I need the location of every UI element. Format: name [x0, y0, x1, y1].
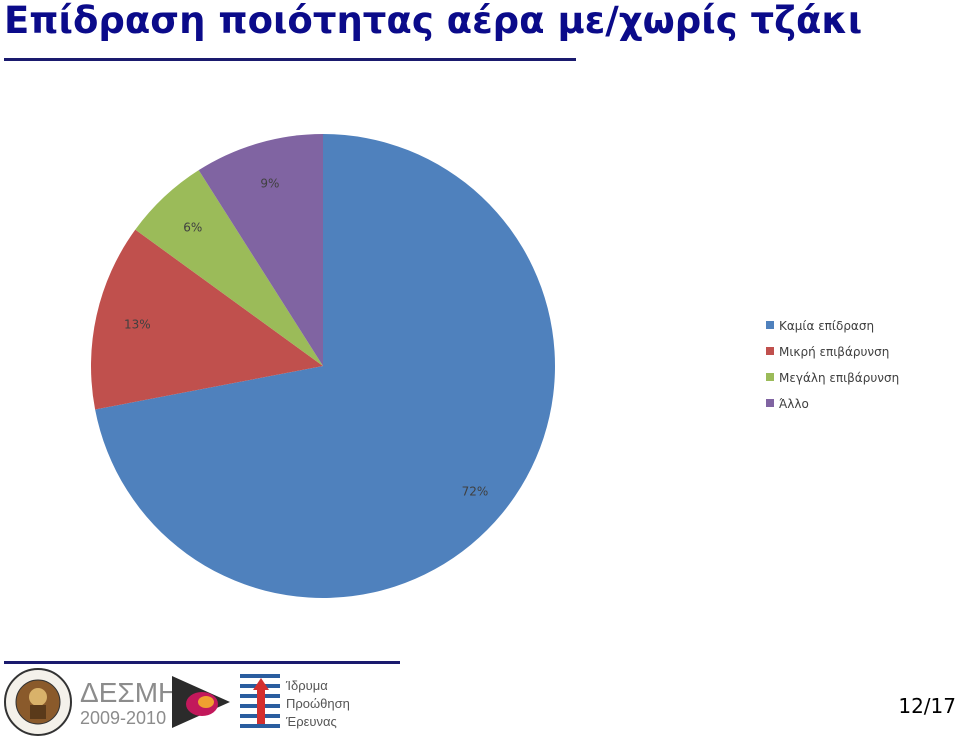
footer-rule [4, 661, 400, 664]
pie-data-label-1: 13% [124, 318, 151, 332]
page-number: 12/17 [898, 694, 956, 718]
legend-label-0: Καμία επίδραση [779, 319, 874, 333]
pie-data-label-2: 6% [183, 220, 202, 234]
legend-swatch-3 [766, 399, 774, 407]
svg-text:Ίδρυμα: Ίδρυμα [285, 678, 328, 693]
research-foundation-logo: Ίδρυμα Προώθησης Έρευνας [240, 674, 350, 729]
pie-slice-3 [198, 134, 323, 366]
svg-text:ΔΕΣΜΗ: ΔΕΣΜΗ [80, 677, 178, 708]
pie-slice-1 [91, 229, 324, 410]
legend-swatch-0 [766, 321, 774, 329]
svg-text:2009-2010: 2009-2010 [80, 708, 166, 728]
legend-label-1: Μικρή επιβάρυνση [779, 345, 889, 359]
pie-slices [91, 134, 555, 598]
desmi-logo: ΔΕΣΜΗ 2009-2010 [80, 676, 230, 728]
legend-label-3: Άλλο [779, 397, 809, 411]
pie-slice-2 [135, 170, 323, 366]
pie-data-label-3: 9% [260, 176, 279, 190]
pie-slice-0 [95, 134, 555, 598]
university-seal-logo [4, 668, 72, 736]
pie-chart: 72% 13% 6% 9% Καμία επίδραση Μικρή επιβάρυνσ… [91, 134, 899, 598]
legend-label-2: Μεγάλη επιβάρυνση [779, 371, 899, 385]
title-underline [4, 58, 576, 61]
pie-data-labels: 72% 13% 6% 9% [124, 176, 488, 498]
chart-legend: Καμία επίδραση Μικρή επιβάρυνση Μεγάλη επι… [766, 319, 899, 411]
svg-text:Έρευνας: Έρευνας [285, 714, 337, 729]
pie-data-label-0: 72% [462, 485, 489, 499]
legend-swatch-2 [766, 373, 774, 381]
slide-title: Επίδραση ποιότητας αέρα με/χωρίς τζάκι [4, 0, 863, 42]
svg-text:Προώθησης: Προώθησης [286, 696, 350, 711]
legend-swatch-1 [766, 347, 774, 355]
